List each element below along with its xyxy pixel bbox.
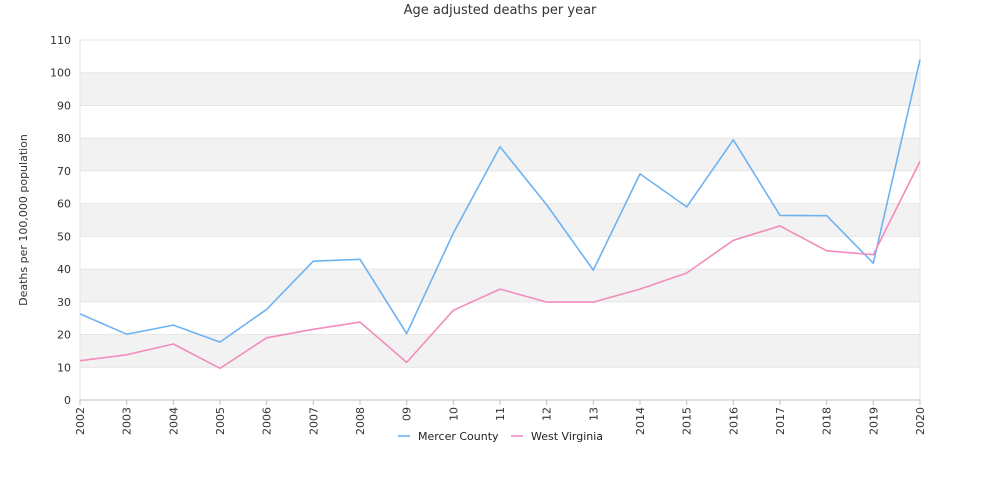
y-tick-label: 40 <box>57 263 71 276</box>
y-tick-label: 90 <box>57 99 71 112</box>
x-tick-label: 10 <box>447 407 460 421</box>
y-tick-label: 0 <box>64 394 71 407</box>
grid-band <box>80 302 920 335</box>
y-tick-label: 60 <box>57 198 71 211</box>
y-tick-label: 50 <box>57 230 71 243</box>
grid-band <box>80 236 920 269</box>
x-tick-label: 2005 <box>214 407 227 435</box>
x-tick-label: 09 <box>401 407 414 421</box>
x-tick-label: 2016 <box>727 407 740 435</box>
y-tick-label: 70 <box>57 165 71 178</box>
x-tick-label: 2014 <box>634 407 647 435</box>
x-tick-label: 2003 <box>121 407 134 435</box>
x-tick-label: 12 <box>541 407 554 421</box>
grid-band <box>80 335 920 368</box>
grid-band <box>80 73 920 106</box>
y-tick-label: 110 <box>50 34 71 47</box>
x-tick-label: 2015 <box>681 407 694 435</box>
grid-band <box>80 171 920 204</box>
x-tick-label: 2008 <box>354 407 367 435</box>
grid-band <box>80 367 920 400</box>
x-tick-label: 2007 <box>307 407 320 435</box>
grid-band <box>80 40 920 73</box>
y-tick-label: 100 <box>50 67 71 80</box>
grid-band <box>80 138 920 171</box>
x-tick-label: 2018 <box>821 407 834 435</box>
x-tick-label: 2020 <box>914 407 927 435</box>
y-axis-label: Deaths per 100,000 population <box>17 134 30 306</box>
x-tick-label: 11 <box>494 407 507 421</box>
y-tick-label: 20 <box>57 329 71 342</box>
grid-band <box>80 204 920 237</box>
chart-title: Age adjusted deaths per year <box>0 3 1000 18</box>
x-tick-label: 2019 <box>867 407 880 435</box>
y-tick-label: 80 <box>57 132 71 145</box>
x-tick-label: 2002 <box>74 407 87 435</box>
x-tick-label: 2017 <box>774 407 787 435</box>
grid-band <box>80 269 920 302</box>
legend-label[interactable]: Mercer County <box>418 430 499 443</box>
grid-band <box>80 105 920 138</box>
x-tick-label: 2006 <box>261 407 274 435</box>
x-tick-label: 13 <box>587 407 600 421</box>
y-tick-label: 30 <box>57 296 71 309</box>
x-tick-label: 2004 <box>167 407 180 435</box>
legend-label[interactable]: West Virginia <box>531 430 603 443</box>
y-tick-label: 10 <box>57 361 71 374</box>
